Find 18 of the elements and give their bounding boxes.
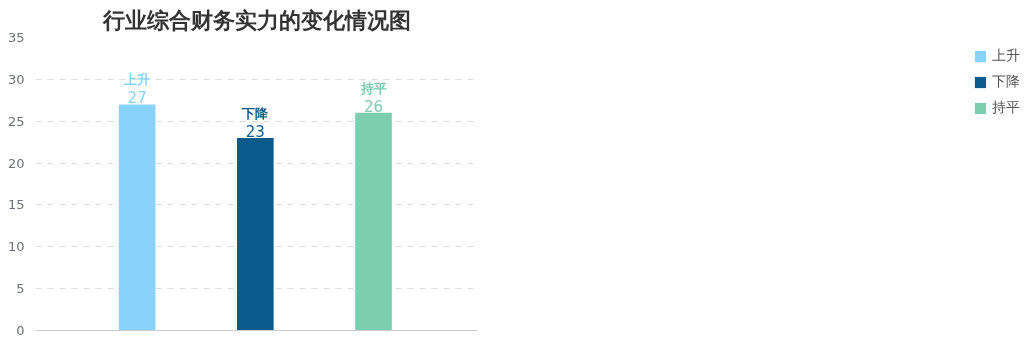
legend-label: 下降 bbox=[992, 73, 1020, 91]
data-label: 27 bbox=[127, 89, 147, 108]
chart-title: 行业综合财务实力的变化情况图 bbox=[101, 7, 411, 33]
data-label: 26 bbox=[363, 97, 384, 116]
y-tick-label: 0 bbox=[16, 323, 25, 338]
y-tick-label: 20 bbox=[7, 155, 25, 171]
y-tick-label: 5 bbox=[16, 281, 25, 297]
legend-label: 持平 bbox=[992, 99, 1020, 117]
y-tick-label: 15 bbox=[7, 197, 25, 213]
y-tick-label: 25 bbox=[7, 113, 25, 129]
text: 上升 bbox=[124, 72, 151, 88]
legend-label: 上升 bbox=[992, 47, 1020, 65]
y-tick-label: 10 bbox=[7, 239, 25, 255]
text: 持平 bbox=[360, 80, 387, 96]
y-tick-label: 35 bbox=[7, 30, 25, 45]
data-label: 23 bbox=[245, 122, 265, 141]
text: 下降 bbox=[242, 105, 269, 121]
y-tick-label: 30 bbox=[7, 71, 25, 87]
